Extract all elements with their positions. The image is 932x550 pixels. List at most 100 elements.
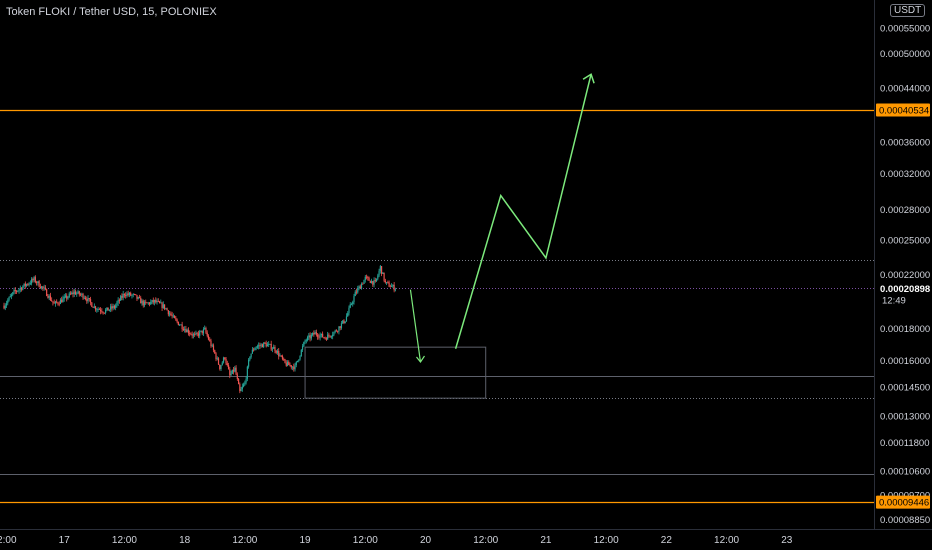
candle-down xyxy=(32,279,34,281)
candle-up xyxy=(8,297,10,301)
candle-up xyxy=(22,286,24,290)
candle-down xyxy=(205,328,207,333)
down-arrow-line[interactable] xyxy=(409,289,422,363)
candle-down xyxy=(339,326,341,328)
candle-up xyxy=(344,321,346,324)
candle-down xyxy=(368,277,370,281)
time-tick-label: 12:00 xyxy=(112,535,137,546)
price-tick-label: 0.00013000 xyxy=(880,412,930,423)
candle-down xyxy=(201,330,203,334)
candle-down xyxy=(219,364,221,369)
price-tick-label: 0.00016000 xyxy=(880,356,930,367)
candle-down xyxy=(372,280,374,285)
candle-up xyxy=(340,323,343,328)
candle-up xyxy=(64,295,67,297)
candle-up xyxy=(10,294,13,297)
price-tag xyxy=(876,495,930,509)
candle-down xyxy=(317,334,319,337)
candle-down xyxy=(278,351,280,357)
candle-down xyxy=(148,302,151,305)
candle-down xyxy=(171,314,173,316)
candle-up xyxy=(305,340,307,342)
candle-down xyxy=(3,305,5,309)
candle-down xyxy=(259,345,261,347)
candle-up xyxy=(204,328,206,330)
candle-up xyxy=(357,288,359,293)
candle-up xyxy=(33,277,35,281)
candle-up xyxy=(243,384,245,387)
candle-up xyxy=(180,324,182,326)
candle-up xyxy=(41,286,43,289)
price-tick-label: 0.00036000 xyxy=(880,137,930,148)
candle-down xyxy=(275,350,277,353)
candle-down xyxy=(323,337,325,339)
candle-up xyxy=(375,278,378,281)
candle-down xyxy=(335,330,338,332)
candle-down xyxy=(82,293,84,299)
candle-down xyxy=(226,363,228,366)
candle-up xyxy=(279,355,281,357)
candle-down xyxy=(101,311,103,313)
candle-up xyxy=(373,280,375,285)
up-zigzag-arrow[interactable] xyxy=(454,74,592,349)
candle-up xyxy=(179,324,181,326)
candle-up xyxy=(296,360,299,362)
candle-down xyxy=(318,336,320,338)
candle-down xyxy=(138,297,141,298)
candle-down xyxy=(212,345,215,351)
candle-down xyxy=(98,309,100,310)
price-tick-label: 0.00014500 xyxy=(880,382,930,393)
candle-up xyxy=(137,297,139,299)
candle-up xyxy=(71,292,73,295)
candle-up xyxy=(184,329,186,330)
zone-rectangle[interactable] xyxy=(304,346,487,399)
candle-up xyxy=(377,275,379,279)
candle-down xyxy=(232,369,235,372)
candle-up xyxy=(202,329,205,334)
currency-button[interactable]: USDT xyxy=(890,4,926,17)
time-tick-label: 12:00 xyxy=(232,535,257,546)
candle-down xyxy=(121,296,123,298)
price-tag-label: 0.00009446 xyxy=(879,498,929,509)
candle-down xyxy=(389,286,391,288)
time-axis[interactable]: 12:00 17 12:00 18 12:00 19 12:00 20 12:00 21 12:00… xyxy=(0,535,793,546)
candle-down xyxy=(91,302,93,307)
candle-down xyxy=(92,306,94,308)
candle-up xyxy=(301,346,304,350)
candle-up xyxy=(382,272,384,274)
candle-down xyxy=(175,318,177,320)
candle-up xyxy=(330,336,333,338)
candle-up xyxy=(306,337,309,341)
candle-down xyxy=(265,343,267,347)
price-tick-label: 0.00044000 xyxy=(880,83,930,94)
bar-countdown-label: 12:49 xyxy=(882,295,906,306)
candle-down xyxy=(393,284,395,291)
candle-up xyxy=(304,340,306,343)
candle-up xyxy=(17,290,19,292)
candle-up xyxy=(360,283,363,289)
candle-up xyxy=(110,306,112,310)
candle-up xyxy=(7,300,9,304)
candle-up xyxy=(97,309,99,310)
candle-up xyxy=(216,358,218,360)
candle-up xyxy=(378,270,380,276)
price-tag xyxy=(876,103,930,117)
candle-down xyxy=(235,367,237,375)
candle-down xyxy=(20,287,23,290)
candle-up xyxy=(303,342,305,347)
candle-up xyxy=(291,366,294,368)
candle-down xyxy=(185,329,187,333)
candle-up xyxy=(195,332,197,335)
candle-up xyxy=(299,356,301,360)
candle-down xyxy=(236,374,238,379)
candle-down xyxy=(133,294,136,295)
candle-up xyxy=(93,306,95,308)
candle-up xyxy=(319,335,321,338)
candle-up xyxy=(294,365,296,370)
candle-down xyxy=(52,301,54,303)
candle-up xyxy=(112,305,114,309)
candle-up xyxy=(349,304,351,308)
candle-down xyxy=(315,332,317,335)
candle-up xyxy=(222,357,225,363)
